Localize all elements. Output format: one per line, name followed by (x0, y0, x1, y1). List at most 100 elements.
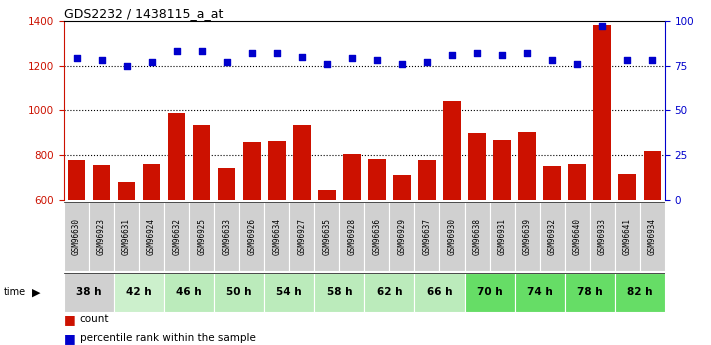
Bar (464, 273, 515, 312)
Point (321, 61, 333, 67)
Text: GSM96632: GSM96632 (172, 218, 181, 255)
Point (296, 54, 307, 59)
Text: 70 h: 70 h (477, 287, 503, 297)
Point (346, 56, 358, 61)
Point (146, 59, 157, 65)
Text: GSM96640: GSM96640 (572, 218, 582, 255)
Bar (515, 273, 565, 312)
Bar (92, 165, 110, 200)
Bar (318, 190, 336, 200)
Text: GDS2232 / 1438115_a_at: GDS2232 / 1438115_a_at (64, 7, 223, 20)
Bar (218, 168, 235, 200)
Bar (490, 202, 515, 271)
Bar (565, 273, 615, 312)
Point (597, 23, 608, 29)
Bar (339, 202, 364, 271)
Bar (168, 112, 186, 200)
Point (496, 52, 508, 58)
Text: 62 h: 62 h (377, 287, 402, 297)
Bar (540, 202, 565, 271)
Bar (615, 202, 640, 271)
Point (246, 50, 257, 56)
Bar (619, 174, 636, 200)
Bar (390, 202, 415, 271)
Text: GSM96630: GSM96630 (72, 218, 81, 255)
Bar (643, 151, 661, 200)
Bar (615, 273, 665, 312)
Bar (393, 175, 411, 200)
Bar (518, 132, 536, 200)
Bar (114, 202, 139, 271)
Point (572, 61, 583, 67)
Text: 42 h: 42 h (127, 287, 152, 297)
Point (171, 48, 182, 54)
Bar (368, 159, 385, 200)
Bar (68, 160, 85, 200)
Text: 38 h: 38 h (76, 287, 102, 297)
Bar (239, 202, 264, 271)
Text: 50 h: 50 h (227, 287, 252, 297)
Bar (418, 160, 436, 200)
Text: GSM96930: GSM96930 (447, 218, 456, 255)
Bar (268, 141, 286, 200)
Text: GSM96928: GSM96928 (348, 218, 356, 255)
Text: time: time (4, 287, 26, 297)
Text: GSM96638: GSM96638 (473, 218, 481, 255)
Text: GSM96923: GSM96923 (97, 218, 106, 255)
Bar (464, 202, 490, 271)
Bar (568, 164, 586, 200)
Text: 58 h: 58 h (326, 287, 352, 297)
Bar (193, 125, 210, 200)
Point (396, 61, 407, 67)
Bar (289, 202, 314, 271)
Text: GSM96924: GSM96924 (147, 218, 156, 255)
Bar (293, 125, 311, 200)
Text: GSM96631: GSM96631 (122, 218, 131, 255)
Text: GSM96927: GSM96927 (297, 218, 306, 255)
Bar (214, 273, 264, 312)
Text: GSM96636: GSM96636 (373, 218, 381, 255)
Bar (469, 133, 486, 200)
Bar (64, 273, 114, 312)
Text: 82 h: 82 h (627, 287, 653, 297)
Text: GSM96925: GSM96925 (197, 218, 206, 255)
Bar (164, 202, 189, 271)
Text: GSM96929: GSM96929 (397, 218, 407, 255)
Bar (640, 202, 665, 271)
Text: GSM96934: GSM96934 (648, 218, 657, 255)
Text: 74 h: 74 h (527, 287, 552, 297)
Bar (365, 202, 390, 271)
Bar (314, 273, 365, 312)
Point (196, 48, 208, 54)
Text: GSM96635: GSM96635 (322, 218, 331, 255)
Point (371, 57, 383, 63)
Point (621, 57, 633, 63)
Text: count: count (80, 314, 109, 324)
Text: ▶: ▶ (32, 287, 41, 297)
Point (646, 57, 658, 63)
Text: 78 h: 78 h (577, 287, 602, 297)
Bar (443, 101, 461, 200)
Point (221, 59, 232, 65)
Bar (589, 202, 615, 271)
Bar (543, 166, 561, 200)
Bar (439, 202, 464, 271)
Bar (493, 139, 510, 200)
Text: GSM96931: GSM96931 (498, 218, 506, 255)
Bar (565, 202, 589, 271)
Point (121, 63, 132, 68)
Text: GSM96926: GSM96926 (247, 218, 256, 255)
Text: GSM96633: GSM96633 (223, 218, 231, 255)
Point (447, 52, 458, 58)
Point (271, 50, 282, 56)
Bar (594, 25, 611, 200)
Bar (314, 202, 339, 271)
Point (471, 50, 483, 56)
Bar (343, 154, 360, 200)
Text: 66 h: 66 h (427, 287, 452, 297)
Bar (139, 202, 164, 271)
Bar (189, 202, 214, 271)
Point (422, 59, 433, 65)
Point (521, 50, 533, 56)
Bar (415, 202, 439, 271)
